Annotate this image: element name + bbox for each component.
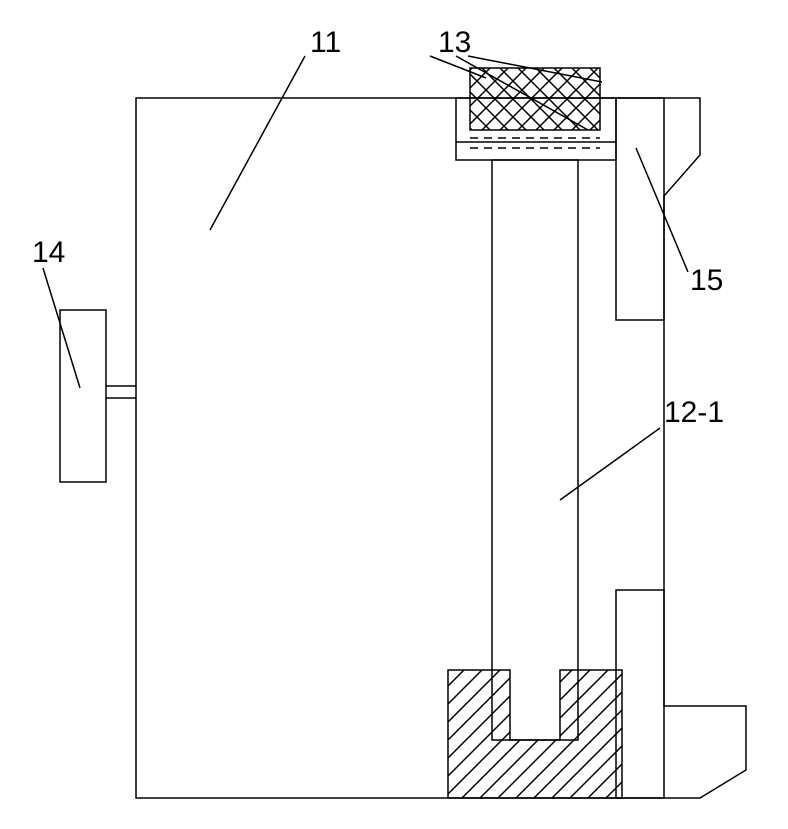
leader-12-1 [560,428,660,500]
leader-11 [210,56,305,230]
leader-15 [636,148,688,272]
label-14: 14 [32,236,65,269]
label-13: 13 [438,26,471,59]
diagram-canvas: 11 13 15 12-1 14 [0,0,788,829]
label-12-1: 12-1 [664,396,724,429]
label-15: 15 [690,264,723,297]
left-block-14 [60,310,106,482]
label-11: 11 [310,26,341,59]
lower-right-notched [616,590,746,798]
leader-14 [43,268,80,388]
upper-right-notched [616,98,700,320]
bottom-block-hatched [448,670,622,798]
inner-column-12-1 [492,160,578,740]
leader-13-a [430,56,486,78]
